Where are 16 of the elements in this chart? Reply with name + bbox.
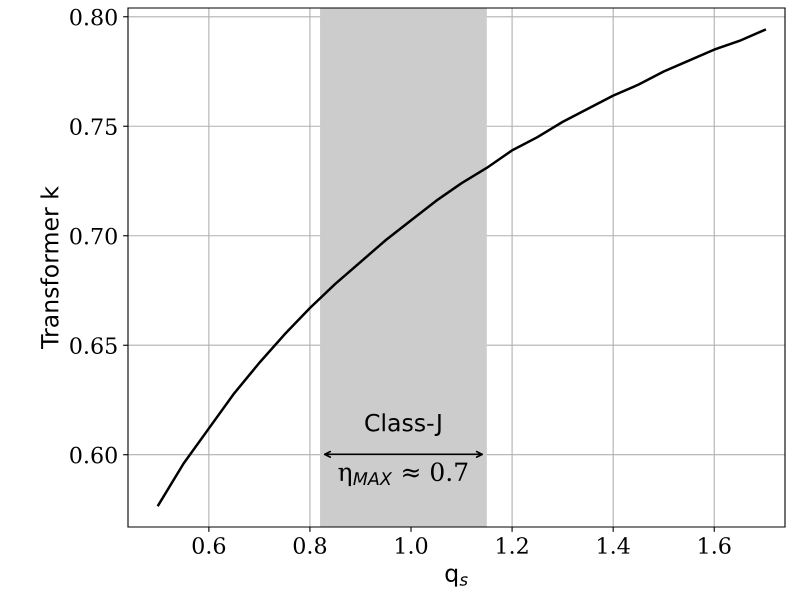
y-tick-label: 0.75 [70, 118, 117, 136]
band-label: Class-J [365, 413, 441, 436]
x-tick-label: 1.4 [598, 537, 630, 554]
y-tick-label: 0.65 [70, 337, 117, 354]
x-tick-label: 1.2 [497, 537, 528, 554]
x-tick-label: 0.6 [192, 537, 226, 554]
y-axis-title: Transformer k [40, 186, 59, 349]
x-tick-label: 1.0 [396, 537, 428, 554]
x-axis-title: q$_{s}$ [446, 568, 468, 587]
x-tick-label: 0.8 [294, 537, 326, 554]
y-tick-label: 0.80 [70, 8, 117, 26]
x-tick-label: 1.6 [699, 537, 731, 554]
annotation: η$_{MAX}$ ≈ 0.7 [338, 462, 468, 486]
y-tick-label: 0.70 [70, 228, 117, 245]
y-tick-label: 0.60 [70, 446, 117, 464]
line-series [157, 28, 766, 506]
